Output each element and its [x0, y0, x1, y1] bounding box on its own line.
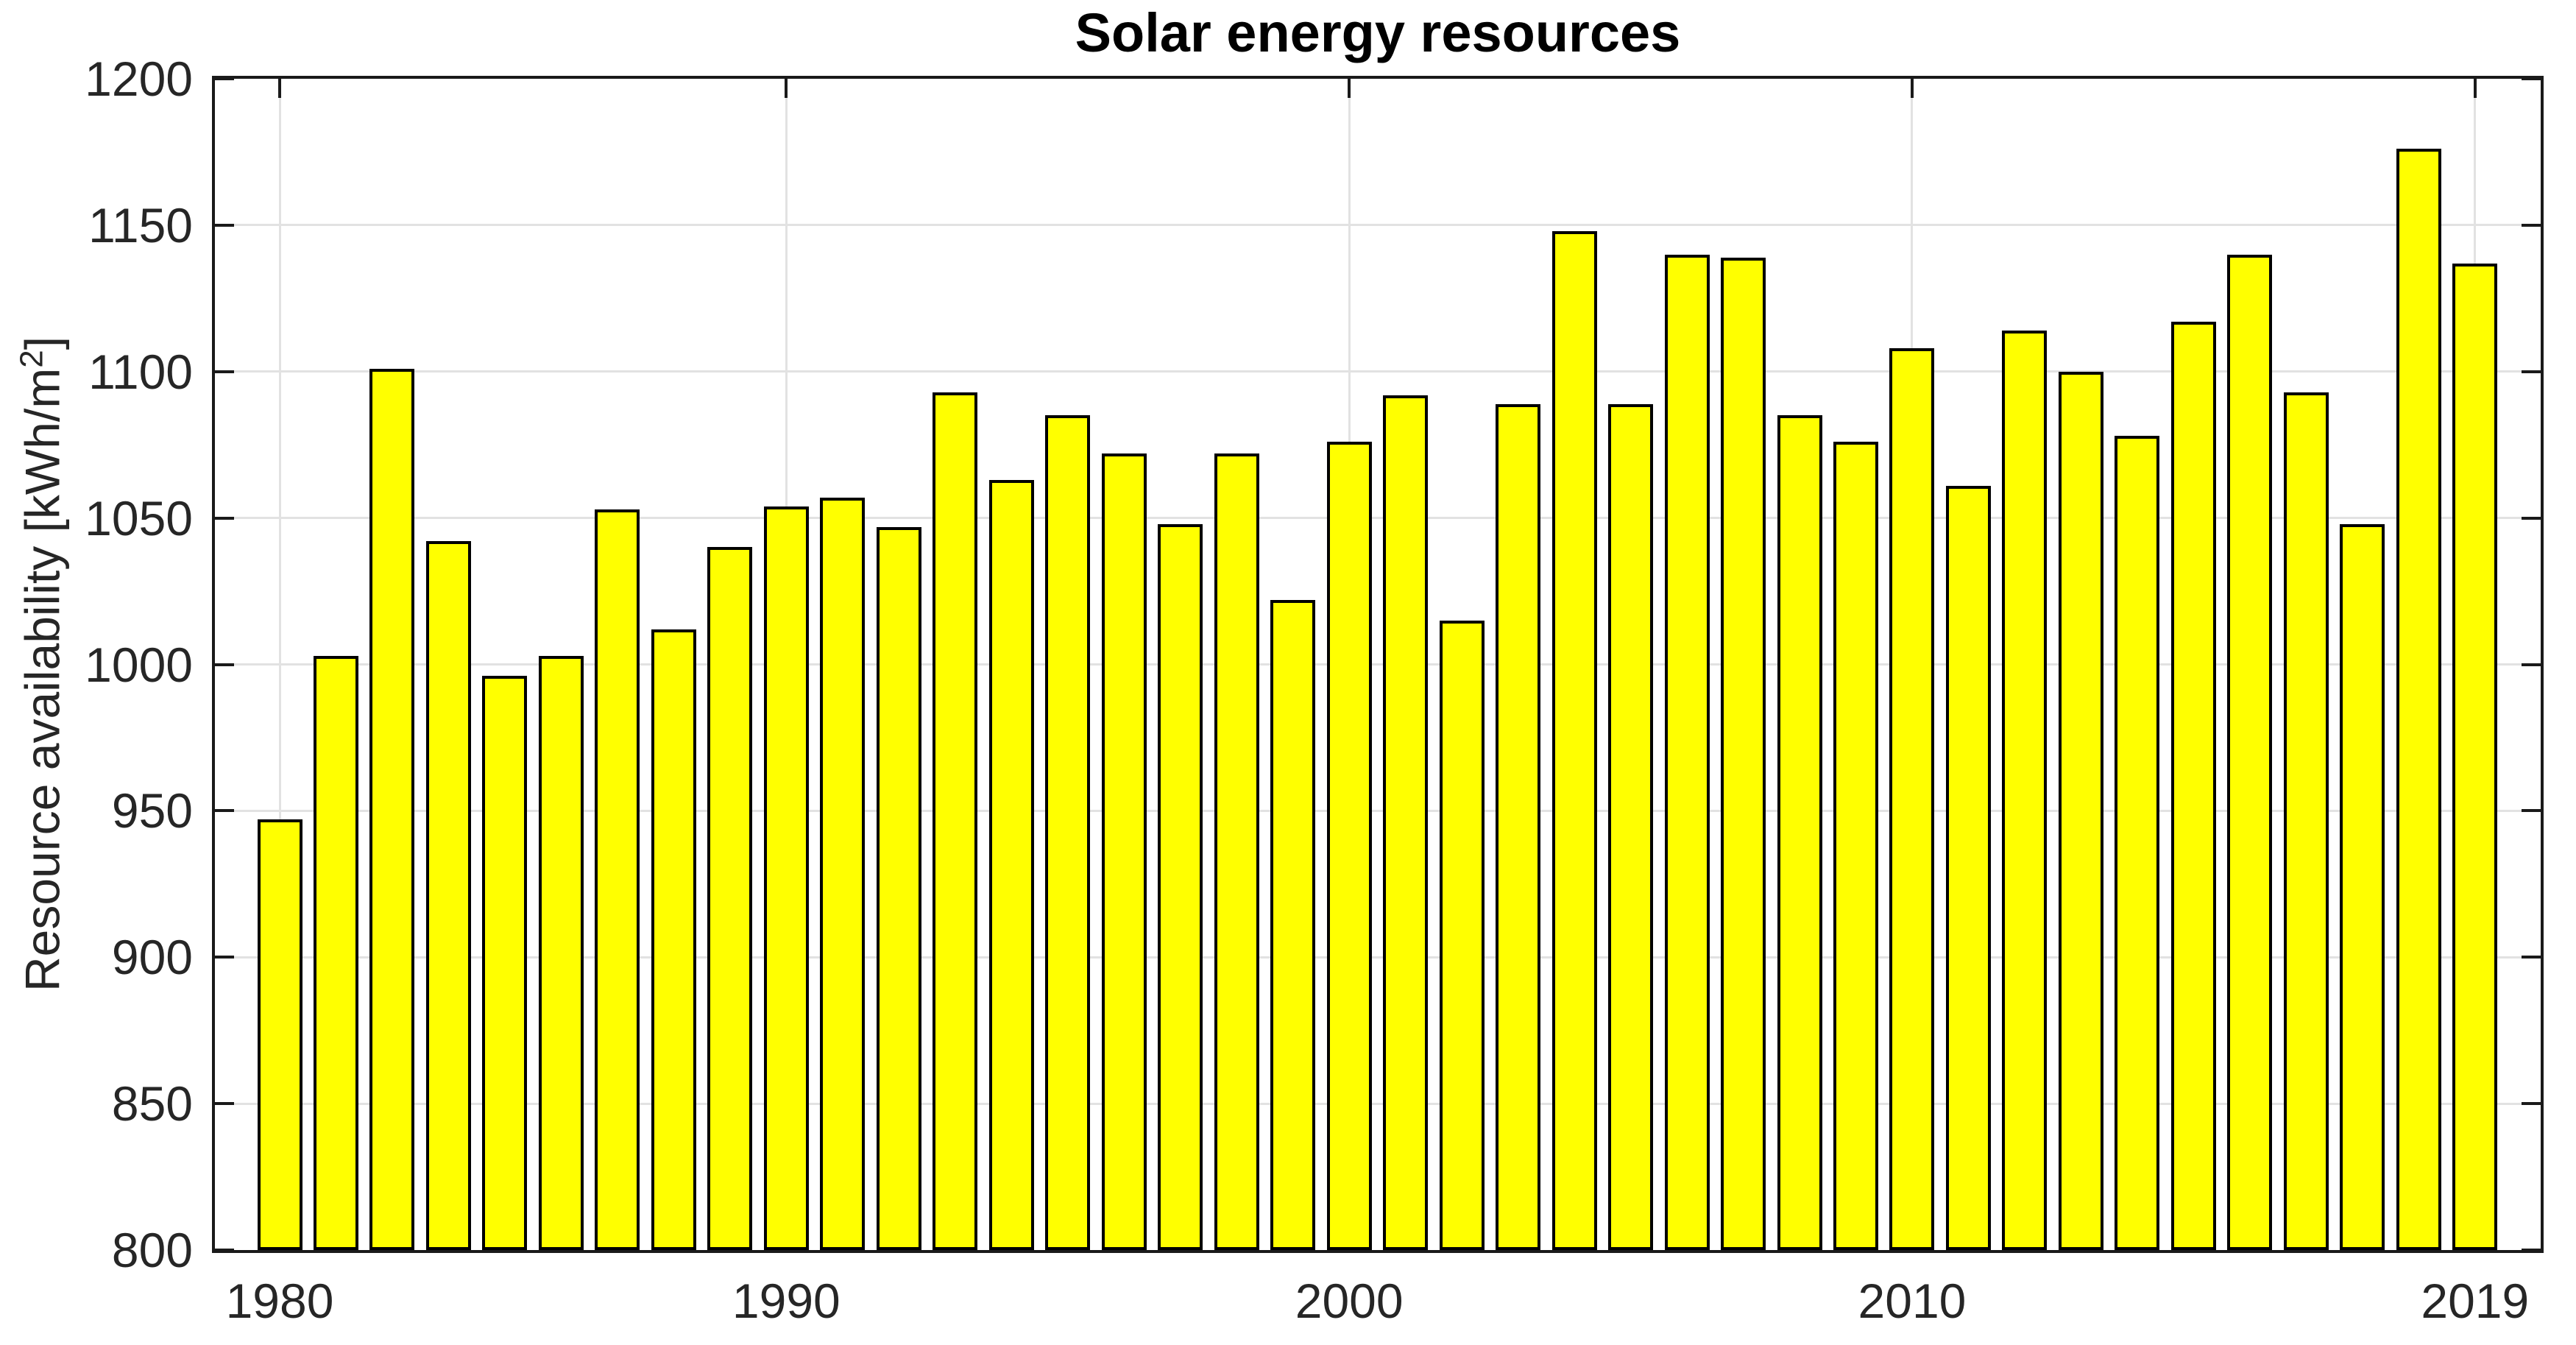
- plot-area: [212, 76, 2544, 1253]
- y-tick-mark-left: [215, 223, 234, 227]
- x-tick-mark-top: [2473, 79, 2477, 98]
- bar-2002: [1496, 403, 1541, 1250]
- horizontal-gridline: [215, 663, 2541, 666]
- bar-2009: [1889, 347, 1935, 1250]
- x-tick-mark-top: [278, 79, 281, 98]
- x-tick-label: 2010: [1858, 1274, 1967, 1328]
- bar-1997: [1214, 453, 1259, 1250]
- bar-1981: [313, 655, 358, 1250]
- y-tick-mark-left: [215, 663, 234, 666]
- x-tick-mark-top: [1348, 79, 1351, 98]
- y-tick-mark-left: [215, 516, 234, 520]
- bar-2008: [1833, 442, 1878, 1250]
- horizontal-gridline: [215, 517, 2541, 520]
- horizontal-gridline: [215, 370, 2541, 373]
- bar-1980: [257, 819, 302, 1250]
- bar-2003: [1551, 230, 1597, 1250]
- y-tick-label: 950: [111, 783, 193, 839]
- y-tick-mark-right: [2522, 223, 2541, 227]
- bar-2015: [2227, 254, 2273, 1250]
- bar-1989: [763, 506, 809, 1250]
- y-tick-mark-right: [2522, 516, 2541, 520]
- y-tick-label: 1100: [88, 344, 193, 399]
- bar-2004: [1608, 403, 1654, 1250]
- bar-2014: [2170, 322, 2216, 1250]
- vertical-gridline: [278, 79, 281, 1250]
- y-tick-label: 850: [111, 1076, 193, 1132]
- y-tick-mark-right: [2522, 1249, 2541, 1252]
- bar-2000: [1383, 395, 1429, 1250]
- bar-2019: [2452, 263, 2498, 1250]
- bar-1988: [707, 547, 753, 1250]
- bar-2007: [1777, 415, 1822, 1250]
- x-tick-label: 2000: [1295, 1274, 1404, 1328]
- horizontal-gridline: [215, 224, 2541, 227]
- bar-1993: [988, 479, 1034, 1250]
- bar-1987: [651, 629, 696, 1250]
- bar-2018: [2396, 149, 2441, 1250]
- y-tick-mark-left: [215, 1102, 234, 1106]
- y-tick-mark-right: [2522, 1102, 2541, 1106]
- bar-1996: [1158, 523, 1203, 1250]
- bar-1986: [595, 509, 640, 1250]
- bar-1998: [1270, 600, 1316, 1250]
- y-tick-mark-left: [215, 809, 234, 813]
- horizontal-gridline: [215, 956, 2541, 959]
- bar-1983: [425, 541, 471, 1250]
- y-tick-label: 800: [111, 1223, 193, 1277]
- x-tick-mark-top: [785, 79, 788, 98]
- y-tick-mark-left: [215, 956, 234, 959]
- horizontal-gridline: [215, 1102, 2541, 1105]
- chart-title: Solar energy resources: [1075, 2, 1681, 63]
- bar-2011: [2002, 331, 2048, 1250]
- x-tick-label: 1980: [225, 1274, 334, 1328]
- bar-2005: [1664, 254, 1710, 1250]
- y-tick-mark-right: [2522, 77, 2541, 80]
- y-tick-label: 1000: [85, 637, 193, 692]
- y-tick-mark-left: [215, 370, 234, 373]
- bar-1985: [538, 655, 584, 1250]
- y-tick-label: 900: [111, 930, 193, 985]
- y-tick-mark-right: [2522, 370, 2541, 373]
- y-tick-mark-right: [2522, 809, 2541, 813]
- bar-2001: [1439, 620, 1485, 1250]
- y-tick-label: 1200: [85, 52, 193, 106]
- bar-1991: [876, 526, 921, 1250]
- bar-1995: [1101, 453, 1147, 1250]
- bar-2010: [1945, 485, 1991, 1250]
- y-tick-label: 1050: [85, 490, 193, 546]
- bar-2017: [2340, 523, 2385, 1250]
- y-tick-mark-right: [2522, 956, 2541, 959]
- bar-1984: [482, 676, 528, 1250]
- y-tick-mark-left: [215, 1249, 234, 1252]
- y-tick-label: 1150: [88, 197, 193, 253]
- y-tick-mark-right: [2522, 663, 2541, 666]
- bar-1992: [933, 392, 978, 1250]
- y-tick-mark-left: [215, 77, 234, 80]
- x-tick-mark-top: [1910, 79, 1914, 98]
- horizontal-gridline: [215, 809, 2541, 812]
- bar-2013: [2115, 436, 2160, 1250]
- bar-1994: [1045, 415, 1091, 1250]
- bar-1999: [1326, 442, 1372, 1250]
- bar-2006: [1721, 257, 1766, 1250]
- x-tick-label: 2019: [2421, 1274, 2530, 1328]
- bar-1982: [369, 368, 415, 1250]
- bar-1990: [820, 497, 866, 1250]
- bar-2012: [2058, 371, 2103, 1250]
- bar-2016: [2283, 392, 2329, 1250]
- x-tick-label: 1990: [732, 1274, 841, 1328]
